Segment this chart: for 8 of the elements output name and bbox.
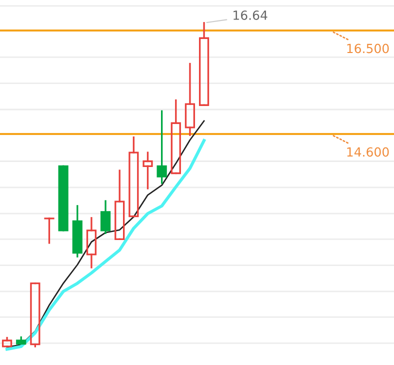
ref-line-label: 14.600	[347, 147, 389, 157]
candlestick	[86, 217, 97, 268]
annotation: 16.64	[234, 10, 268, 20]
ref-line-label: 16.500	[347, 44, 389, 54]
candlestick	[100, 200, 111, 234]
candlestick	[142, 152, 153, 190]
candlestick	[72, 205, 82, 258]
candlestick	[184, 62, 196, 136]
